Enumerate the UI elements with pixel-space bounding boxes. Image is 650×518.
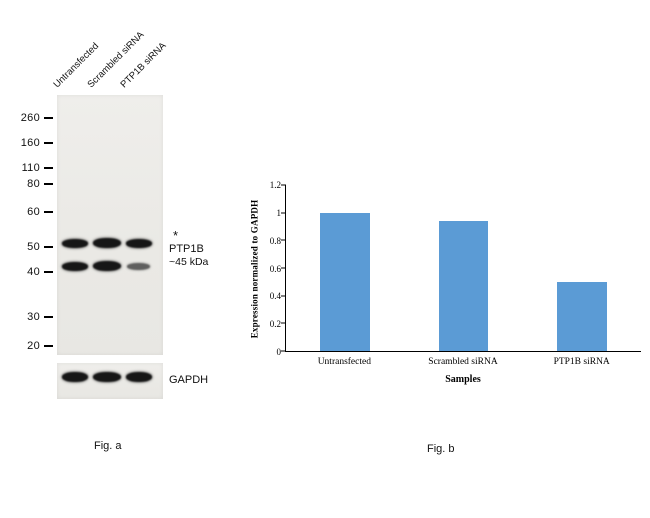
band-gapdh-lane2 (93, 372, 121, 382)
band-upper-lane3 (126, 239, 152, 248)
y-tick-mark (281, 267, 286, 269)
mw-tick (44, 246, 53, 248)
band-upper-lane1 (62, 239, 88, 248)
band-ptp1b-lane2 (93, 261, 121, 271)
y-tick-label: 0.8 (269, 235, 281, 246)
band-upper-lane2 (93, 238, 121, 248)
mw-tick (44, 167, 53, 169)
mw-marker-110: 110 (21, 162, 40, 174)
y-tick-mark (281, 322, 286, 324)
y-tick-label: 1 (276, 207, 282, 218)
mw-tick (44, 211, 53, 213)
molecular-weight-label: ~45 kDa (169, 256, 209, 268)
x-category-label: Scrambled siRNA (428, 357, 498, 367)
mw-marker-60: 60 (27, 206, 40, 218)
y-tick-mark (281, 239, 286, 241)
y-tick-mark (281, 350, 286, 352)
band-gapdh-lane3 (126, 372, 152, 382)
y-tick-label: 0 (276, 347, 282, 357)
mw-marker-20: 20 (27, 340, 40, 352)
y-axis-tick-labels: 0 0.2 0.4 0.6 0.8 1 1.2 (253, 180, 282, 357)
mw-marker-50: 50 (27, 241, 40, 253)
bar-column (404, 185, 522, 351)
mw-marker-260: 260 (20, 112, 40, 124)
main-blot-membrane (57, 95, 163, 355)
bar-ptp1b-sirna (556, 281, 607, 351)
y-tick-mark (281, 212, 286, 214)
lane-label-scrambled-sirna: Scrambled siRNA (85, 29, 147, 91)
bar-scrambled-sirna (438, 220, 489, 351)
band-gapdh-lane1 (62, 372, 88, 382)
bar-column (523, 185, 641, 351)
bar-column (286, 185, 404, 351)
y-tick-label: 0.2 (269, 319, 281, 330)
band-ptp1b-lane1 (62, 262, 88, 271)
x-axis-title: Samples (445, 374, 481, 385)
plot-area (281, 184, 641, 352)
x-category-label: Untransfected (317, 357, 371, 367)
band-ptp1b-lane3-knockdown (127, 263, 150, 270)
y-tick-label: 0.4 (269, 291, 281, 302)
mw-marker-30: 30 (27, 311, 40, 323)
y-tick-mark (281, 184, 286, 186)
ptp1b-band-label: PTP1B (169, 243, 204, 255)
mw-tick (44, 142, 53, 144)
mw-tick (44, 345, 53, 347)
mw-marker-80: 80 (27, 178, 40, 190)
mw-tick (44, 316, 53, 318)
asterisk-annotation: * (173, 228, 179, 243)
fig-a-caption: Fig. a (94, 440, 122, 452)
fig-b-caption: Fig. b (427, 443, 455, 455)
mw-tick (44, 183, 53, 185)
mw-marker-40: 40 (27, 266, 40, 278)
bar-untransfected (320, 212, 370, 351)
y-tick-label: 0.6 (269, 263, 281, 274)
x-axis-labels: Untransfected Scrambled siRNA PTP1B siRNA (285, 357, 641, 367)
mw-tick (44, 271, 53, 273)
gapdh-label: GAPDH (169, 374, 209, 386)
y-tick-label: 1.2 (269, 180, 281, 190)
mw-tick (44, 117, 53, 119)
y-tick-mark (281, 295, 286, 297)
x-category-label: PTP1B siRNA (553, 357, 610, 367)
mw-marker-160: 160 (20, 137, 40, 149)
gapdh-blot-membrane (57, 363, 163, 399)
